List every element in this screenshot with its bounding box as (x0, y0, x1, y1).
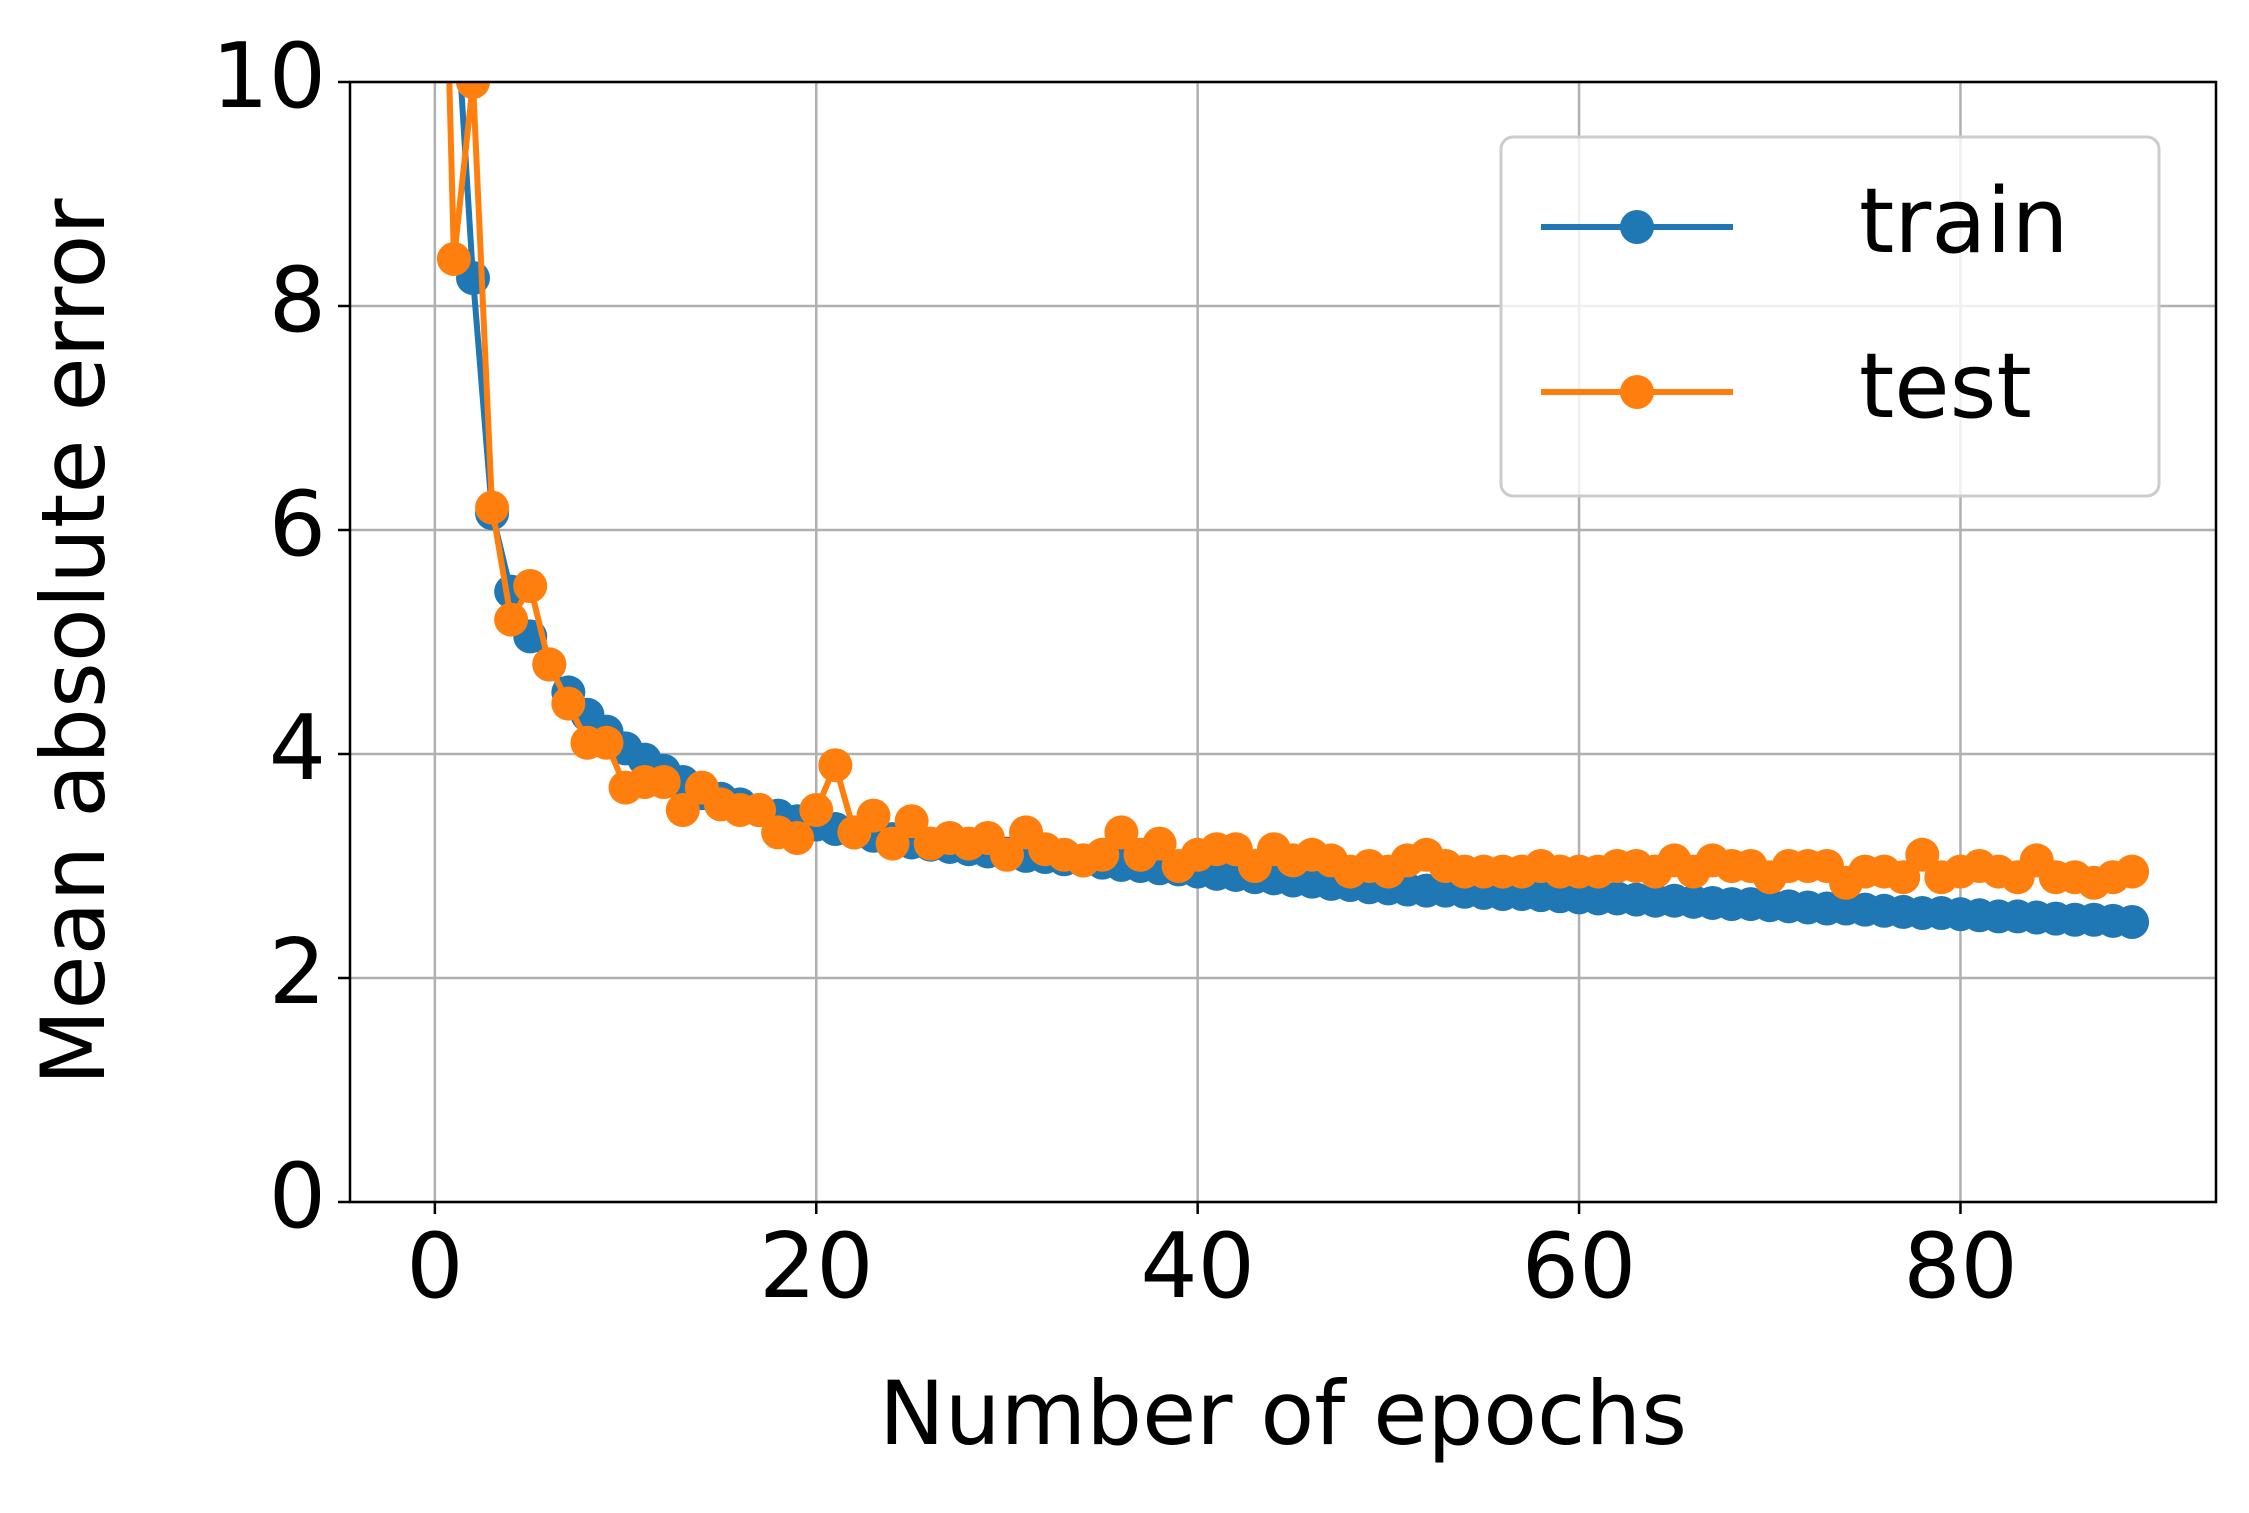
x-tick-label: 40 (1140, 1214, 1255, 1319)
data-point (475, 490, 510, 525)
data-point (1104, 815, 1139, 850)
y-tick-label: 10 (211, 24, 326, 129)
x-tick-label: 20 (759, 1214, 874, 1319)
data-point (513, 569, 548, 603)
data-point (1085, 837, 1120, 872)
y-tick-label: 8 (269, 248, 326, 353)
data-point (875, 826, 910, 861)
legend-marker (1620, 375, 1654, 409)
x-tick-label: 60 (1522, 1214, 1637, 1319)
data-point (856, 798, 891, 833)
y-tick-label: 6 (269, 472, 326, 577)
legend-label: train (1859, 169, 2069, 274)
data-point (532, 647, 567, 682)
data-point (646, 765, 681, 799)
plot-area (436, 82, 2150, 939)
y-axis-label: Mean absolute error (22, 198, 125, 1086)
x-tick-label: 80 (1903, 1214, 2018, 1319)
data-point (2115, 905, 2150, 939)
legend-label: test (1859, 334, 2032, 439)
data-point (2115, 854, 2150, 889)
data-point (551, 686, 586, 721)
y-tick-label: 2 (269, 920, 326, 1025)
data-point (894, 804, 929, 839)
data-point (1886, 860, 1921, 895)
data-point (456, 82, 490, 99)
legend: train test (1499, 135, 2161, 498)
data-point (989, 837, 1024, 872)
ticks: 0 20 40 60 80 0 2 4 6 8 10 (211, 24, 2017, 1319)
data-point (742, 793, 777, 827)
data-point (436, 241, 471, 276)
x-axis-label: Number of epochs (879, 1362, 1687, 1465)
data-point (818, 748, 853, 783)
axes-frame (348, 80, 2218, 1204)
data-point (665, 793, 700, 827)
data-point (494, 602, 529, 637)
y-tick-label: 0 (269, 1144, 326, 1249)
data-point (799, 793, 834, 827)
data-point (780, 821, 815, 855)
data-point (1905, 837, 1940, 872)
y-tick-label: 4 (269, 696, 326, 801)
data-point (1142, 826, 1177, 861)
data-point (589, 725, 624, 760)
x-tick-label: 0 (406, 1214, 463, 1319)
legend-marker (1620, 210, 1654, 244)
